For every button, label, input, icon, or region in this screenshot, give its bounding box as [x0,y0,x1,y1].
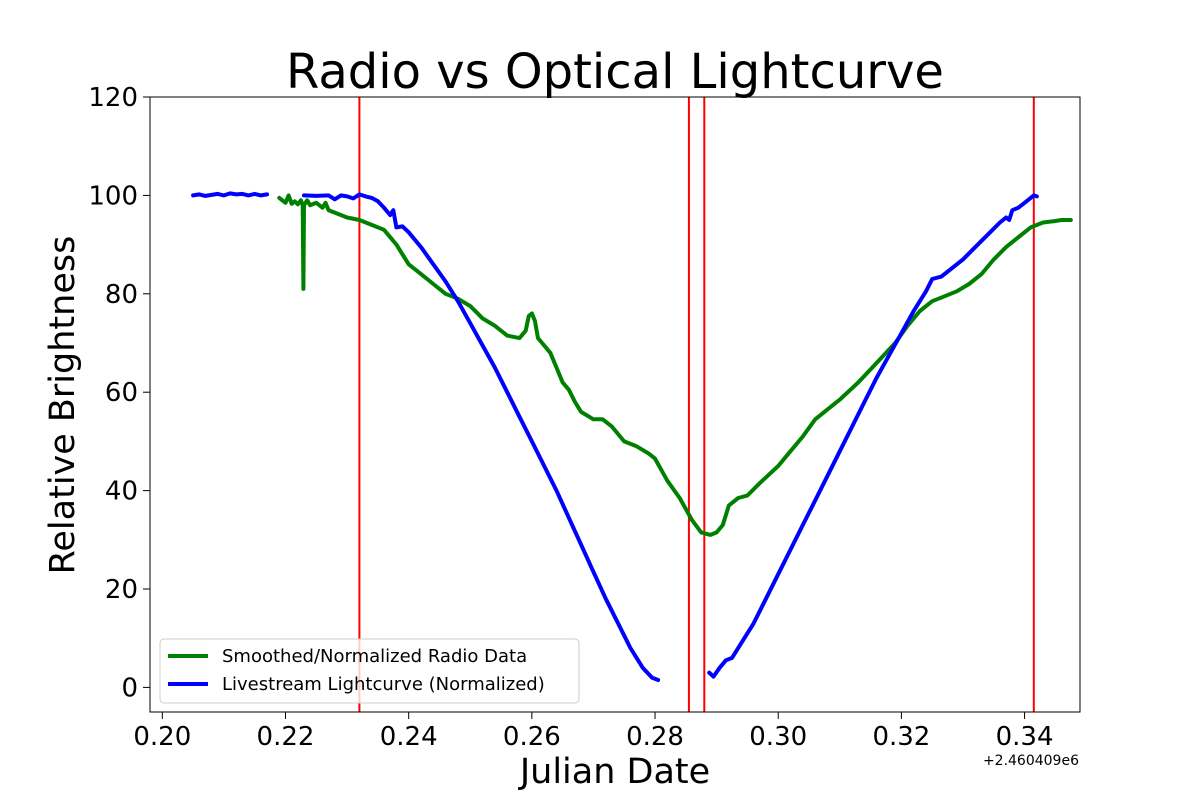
y-tick-label: 80 [105,280,138,310]
series-layer [191,191,1073,682]
x-tick-label: 0.34 [996,722,1054,752]
legend-box [159,638,580,704]
y-tick-label: 100 [88,181,138,211]
y-tick-label: 40 [105,477,138,507]
legend: Smoothed/Normalized Radio Data Livestrea… [159,638,580,704]
optical-lightcurve-line [707,193,1039,679]
red-reference-lines [358,97,1035,712]
legend-label-radio: Smoothed/Normalized Radio Data [222,646,527,667]
optical-lightcurve-line [191,191,269,198]
y-tick-label: 60 [105,378,138,408]
legend-label-optical: Livestream Lightcurve (Normalized) [222,674,545,695]
x-tick-label: 0.32 [872,722,930,752]
x-axis-ticks: 0.20 0.22 0.24 0.26 0.28 0.30 0.32 0.34 [133,712,1054,752]
chart-title: Radio vs Optical Lightcurve [286,44,944,100]
y-tick-label: 120 [88,83,138,113]
x-tick-label: 0.28 [626,722,684,752]
x-tick-label: 0.30 [749,722,807,752]
optical-lightcurve-line [302,192,661,682]
y-tick-label: 0 [121,673,138,703]
x-tick-label: 0.24 [380,722,438,752]
x-tick-label: 0.20 [133,722,191,752]
x-axis-label: Julian Date [518,752,710,792]
y-tick-label: 20 [105,575,138,605]
x-tick-label: 0.26 [503,722,561,752]
plot-frame [149,96,1081,713]
x-tick-label: 0.22 [257,722,315,752]
y-axis-label: Relative Brightness [43,236,83,575]
y-axis-ticks: 0 20 40 60 80 100 120 [88,83,150,703]
x-axis-offset-label: +2.460409e6 [983,753,1079,769]
